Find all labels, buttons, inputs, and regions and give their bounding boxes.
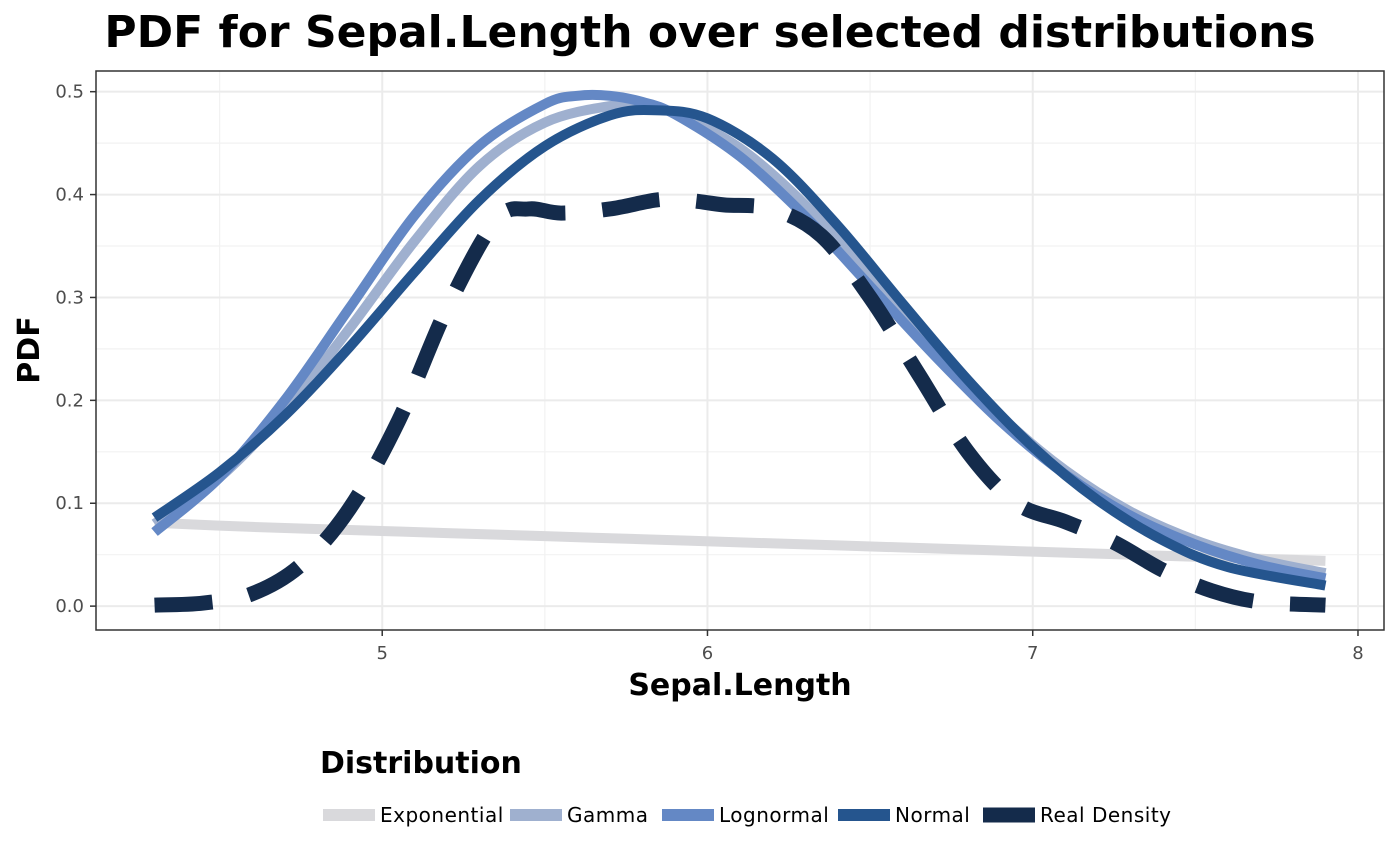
x-tick-label: 8 xyxy=(1352,643,1363,664)
legend-label-gamma: Gamma xyxy=(567,803,648,827)
x-axis-title: Sepal.Length xyxy=(628,668,851,703)
x-tick-label: 6 xyxy=(702,643,713,664)
plot-panel-border xyxy=(95,70,1385,631)
legend-title: Distribution xyxy=(320,746,522,781)
legend-label-lognormal: Lognormal xyxy=(719,803,829,827)
y-tick-label: 0.2 xyxy=(55,390,84,411)
y-tick-label: 0.5 xyxy=(55,82,84,103)
x-axis: 5 6 7 8 xyxy=(376,630,1364,664)
legend-label-exponential: Exponential xyxy=(380,803,504,827)
series-line-normal xyxy=(151,104,1327,591)
legend-label-real-density: Real Density xyxy=(1040,803,1172,827)
grid-minor-lines xyxy=(96,71,1384,630)
legend: Exponential Gamma Lognormal Normal Real Dens… xyxy=(323,803,1172,827)
x-tick-label: 7 xyxy=(1027,643,1038,664)
legend-label-normal: Normal xyxy=(895,803,970,827)
y-tick-label: 0.1 xyxy=(55,493,84,514)
y-tick-label: 0.4 xyxy=(55,185,84,206)
series-line-real-density xyxy=(154,191,1326,613)
y-axis: 0.0 0.1 0.2 0.3 0.4 0.5 xyxy=(55,82,96,617)
y-tick-label: 0.0 xyxy=(55,596,84,617)
y-tick-label: 0.3 xyxy=(55,287,84,308)
x-tick-label: 5 xyxy=(376,643,387,664)
series-layer xyxy=(151,89,1327,613)
y-axis-title: PDF xyxy=(12,316,47,383)
chart-title: PDF for Sepal.Length over selected distr… xyxy=(104,7,1315,58)
